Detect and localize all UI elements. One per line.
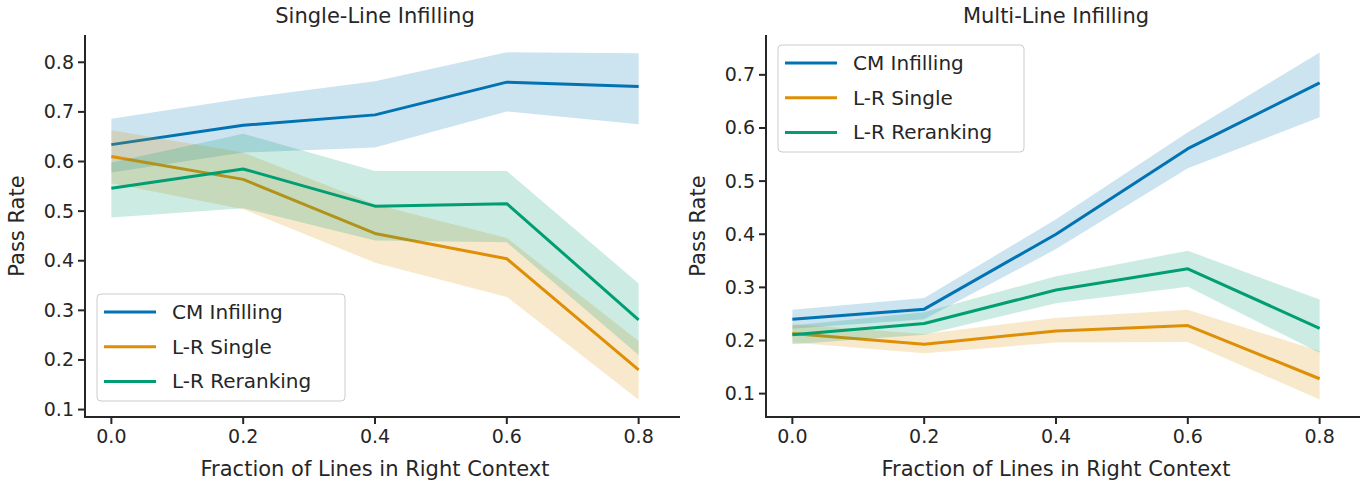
y-tick-label: 0.6 xyxy=(725,116,755,138)
x-tick-label: 0.2 xyxy=(909,425,939,447)
legend-entry-cm-infilling: CM Infilling xyxy=(853,51,964,75)
y-tick-label: 0.5 xyxy=(725,170,755,192)
y-tick-label: 0.7 xyxy=(44,100,74,122)
y-tick-label: 0.8 xyxy=(44,51,74,73)
chart-single-line-infilling: 0.0 0.2 0.4 0.6 0.8 0.1 0.2 0.3 0.4 0.5 0.6 0.7 0.8 C… xyxy=(0,0,680,486)
y-tick-label: 0.4 xyxy=(725,223,755,245)
x-tick-label: 0.4 xyxy=(360,425,390,447)
y-tick-label: 0.2 xyxy=(44,348,74,370)
chart-title: Multi-Line Infilling xyxy=(963,4,1149,28)
x-tick-label: 0.6 xyxy=(492,425,522,447)
legend-entry-l-r-single: L-R Single xyxy=(853,86,953,110)
y-tick-label: 0.4 xyxy=(44,249,74,271)
y-tick-label: 0.2 xyxy=(725,329,755,351)
plot-area-1: 0.0 0.2 0.4 0.6 0.8 0.1 0.2 0.3 0.4 0.5 0.6 0.7 CM I… xyxy=(725,35,1360,447)
x-tick-label: 0.8 xyxy=(1305,425,1335,447)
figure: 0.0 0.2 0.4 0.6 0.8 0.1 0.2 0.3 0.4 0.5 0.6 0.7 0.8 C… xyxy=(0,0,1360,486)
chart-multi-line-infilling: 0.0 0.2 0.4 0.6 0.8 0.1 0.2 0.3 0.4 0.5 0.6 0.7 CM I… xyxy=(680,0,1360,486)
legend: CM Infilling L-R Single L-R Reranking xyxy=(778,45,1024,152)
legend: CM Infilling L-R Single L-R Reranking xyxy=(97,294,345,401)
y-axis-label: Pass Rate xyxy=(5,175,29,276)
legend-entry-cm-infilling: CM Infilling xyxy=(172,300,283,324)
x-tick-label: 0.0 xyxy=(777,425,807,447)
x-axis-label: Fraction of Lines in Right Context xyxy=(201,457,550,481)
x-tick-label: 0.4 xyxy=(1041,425,1071,447)
legend-entry-l-r-single: L-R Single xyxy=(172,335,272,359)
y-tick-label: 0.5 xyxy=(44,200,74,222)
x-tick-label: 0.0 xyxy=(96,425,126,447)
legend-entry-l-r-reranking: L-R Reranking xyxy=(172,369,311,393)
y-tick-label: 0.3 xyxy=(725,276,755,298)
x-tick-label: 0.8 xyxy=(624,425,654,447)
x-tick-label: 0.6 xyxy=(1173,425,1203,447)
x-axis-label: Fraction of Lines in Right Context xyxy=(882,457,1231,481)
y-tick-label: 0.1 xyxy=(44,398,74,420)
y-tick-label: 0.3 xyxy=(44,299,74,321)
y-axis-label: Pass Rate xyxy=(686,175,710,276)
y-tick-label: 0.6 xyxy=(44,150,74,172)
legend-entry-l-r-reranking: L-R Reranking xyxy=(853,120,992,144)
plot-area-0: 0.0 0.2 0.4 0.6 0.8 0.1 0.2 0.3 0.4 0.5 0.6 0.7 0.8 C… xyxy=(44,35,680,447)
x-tick-label: 0.2 xyxy=(228,425,258,447)
y-tick-label: 0.1 xyxy=(725,382,755,404)
y-tick-label: 0.7 xyxy=(725,63,755,85)
chart-title: Single-Line Infilling xyxy=(275,4,474,28)
